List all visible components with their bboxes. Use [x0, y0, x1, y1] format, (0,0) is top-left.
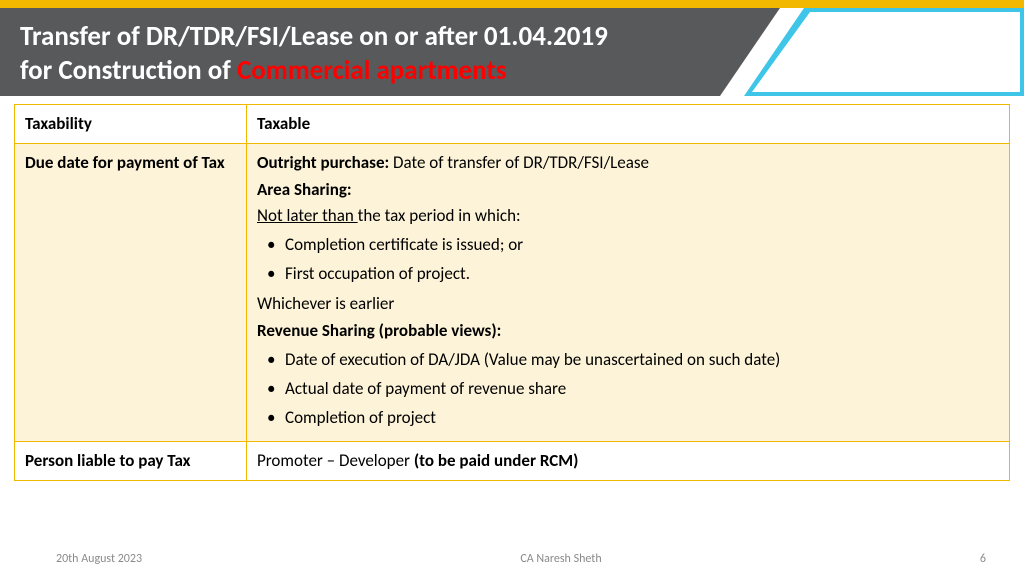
header-left: Taxability: [15, 105, 247, 144]
title-line-2-white: for Construction of: [20, 54, 237, 87]
slide-header: Transfer of DR/TDR/FSI/Lease on or after…: [0, 0, 1024, 96]
table-row: Person liable to pay Tax Promoter – Deve…: [15, 441, 1010, 480]
row2-right: Promoter – Developer (to be paid under R…: [247, 441, 1010, 480]
whichever-earlier: Whichever is earlier: [257, 291, 999, 317]
outright-line: Outright purchase: Date of transfer of D…: [257, 150, 999, 176]
header-right: Taxable: [247, 105, 1010, 144]
row2-right-plain: Promoter – Developer: [257, 450, 414, 471]
bullets-area-sharing: Completion certificate is issued; or Fir…: [257, 231, 999, 289]
row2-left: Person liable to pay Tax: [15, 441, 247, 480]
footer-author: CA Naresh Sheth: [520, 552, 601, 566]
outright-text: Date of transfer of DR/TDR/FSI/Lease: [389, 152, 649, 173]
accent-white-wedge: [752, 12, 1020, 92]
footer-page-number: 6: [980, 552, 986, 566]
revenue-sharing-label: Revenue Sharing (probable views):: [257, 318, 999, 344]
list-item: Actual date of payment of revenue share: [263, 375, 999, 404]
area-sharing-label: Area Sharing:: [257, 177, 999, 203]
footer-date: 20th August 2023: [56, 552, 142, 566]
accent-top-bar: [0, 0, 1024, 8]
list-item: Completion of project: [263, 404, 999, 433]
not-later-underline: Not later than: [257, 205, 358, 226]
title-line-2-red: Commercial apartments: [237, 54, 507, 87]
bullets-revenue-sharing: Date of execution of DA/JDA (Value may b…: [257, 346, 999, 433]
row1-left: Due date for payment of Tax: [15, 144, 247, 441]
list-item: Completion certificate is issued; or: [263, 231, 999, 260]
slide-footer: 20th August 2023 CA Naresh Sheth 6: [0, 552, 1024, 566]
list-item: Date of execution of DA/JDA (Value may b…: [263, 346, 999, 375]
row1-right: Outright purchase: Date of transfer of D…: [247, 144, 1010, 441]
row2-right-bold: (to be paid under RCM): [414, 450, 579, 471]
table-row: Due date for payment of Tax Outright pur…: [15, 144, 1010, 441]
list-item: First occupation of project.: [263, 260, 999, 289]
not-later-tail: the tax period in which:: [358, 205, 521, 226]
outright-label: Outright purchase:: [257, 152, 389, 173]
content-table: Taxability Taxable Due date for payment …: [14, 104, 1010, 481]
not-later-line: Not later than the tax period in which:: [257, 203, 999, 229]
table-header-row: Taxability Taxable: [15, 105, 1010, 144]
